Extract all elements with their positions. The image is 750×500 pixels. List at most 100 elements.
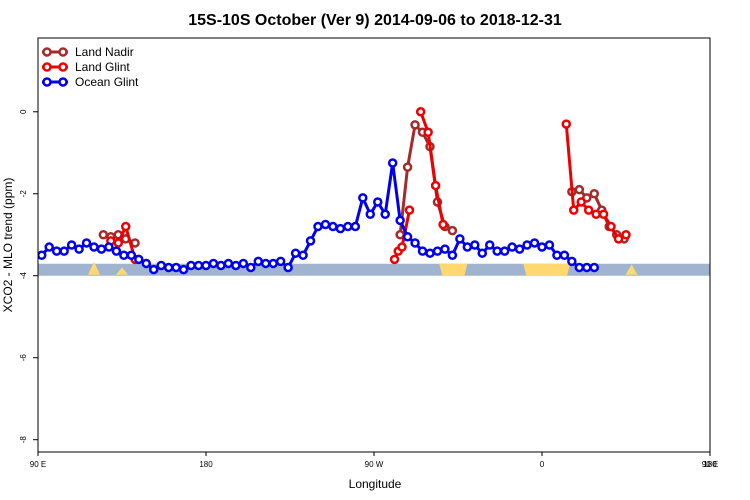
- data-point: [470, 240, 480, 250]
- data-point: [343, 221, 353, 232]
- data-point: [51, 246, 62, 256]
- data-point: [561, 119, 572, 129]
- y-axis: 0 -2 -4 -6 -8: [19, 109, 38, 443]
- data-point: [417, 246, 428, 256]
- legend-marker: [42, 62, 52, 72]
- data-point: [621, 230, 631, 240]
- data-point: [216, 260, 226, 271]
- x-tick-label: 0: [540, 460, 545, 469]
- data-point: [113, 238, 124, 248]
- data-point: [44, 242, 54, 252]
- data-point: [576, 197, 586, 207]
- x-tick-label: 180: [703, 460, 717, 469]
- x-tick-label: 180: [199, 460, 213, 469]
- legend-item: Land Nadir: [42, 45, 134, 59]
- data-point: [389, 254, 400, 265]
- data-point: [567, 256, 577, 267]
- ocean-strip: [38, 263, 710, 276]
- y-tick-label: -4: [19, 272, 28, 280]
- data-point: [320, 219, 331, 230]
- data-point: [186, 260, 196, 271]
- data-point: [74, 244, 84, 254]
- legend-marker: [42, 77, 52, 87]
- data-point: [89, 242, 99, 252]
- data-point: [537, 242, 547, 252]
- data-point: [238, 258, 249, 269]
- data-point: [253, 256, 264, 267]
- data-point: [38, 250, 47, 260]
- legend-label: Ocean Glint: [75, 75, 139, 89]
- data-point: [613, 234, 624, 244]
- data-point: [81, 238, 92, 248]
- data-point: [395, 215, 405, 226]
- data-point: [591, 209, 601, 220]
- y-tick-label: -2: [19, 190, 28, 198]
- data-point: [574, 184, 585, 195]
- legend-marker: [42, 47, 52, 57]
- data-point: [328, 221, 338, 232]
- x-axis-label: Longitude: [349, 477, 402, 491]
- land-strip: [523, 263, 570, 276]
- data-point: [96, 244, 107, 254]
- data-point: [111, 246, 122, 256]
- data-point: [156, 260, 166, 271]
- data-point: [283, 262, 293, 273]
- data-point: [404, 205, 415, 215]
- data-point: [372, 197, 383, 207]
- data-point: [507, 242, 517, 252]
- data-point: [432, 246, 443, 256]
- series-land-glint: [106, 107, 631, 265]
- data-point: [126, 250, 137, 260]
- data-point: [568, 205, 579, 215]
- data-point: [246, 262, 256, 273]
- plot-area: [38, 107, 710, 276]
- data-point: [313, 221, 323, 232]
- data-point: [544, 240, 555, 250]
- data-point: [477, 248, 488, 258]
- data-point: [120, 221, 131, 232]
- data-point: [335, 223, 346, 234]
- data-point: [104, 242, 114, 252]
- chart-title: 15S-10S October (Ver 9) 2014-09-06 to 20…: [188, 12, 562, 29]
- data-point: [440, 244, 450, 254]
- data-point: [201, 260, 211, 271]
- data-point: [598, 209, 609, 220]
- data-point: [59, 246, 69, 256]
- data-point: [514, 244, 525, 254]
- legend-item: Land Glint: [42, 60, 130, 74]
- data-point: [415, 107, 426, 117]
- data-point: [522, 240, 532, 250]
- data-point: [119, 250, 129, 260]
- x-tick-label: 90 W: [365, 460, 384, 469]
- data-point: [148, 264, 159, 275]
- data-point: [397, 242, 407, 252]
- data-point: [134, 254, 144, 265]
- data-point: [492, 246, 502, 256]
- data-point: [298, 250, 308, 260]
- data-point: [430, 180, 441, 191]
- y-tick-label: -6: [19, 354, 28, 362]
- data-point: [552, 250, 562, 260]
- data-point: [387, 158, 398, 168]
- data-point: [208, 258, 219, 269]
- data-point: [402, 162, 413, 172]
- data-point: [410, 238, 420, 248]
- data-point: [260, 258, 271, 269]
- data-point: [574, 262, 585, 273]
- data-point: [462, 242, 473, 252]
- data-point: [582, 262, 592, 273]
- series-land-nadir: [98, 120, 629, 248]
- data-point: [583, 205, 594, 215]
- legend-item: Ocean Glint: [42, 75, 139, 89]
- data-point: [358, 193, 368, 203]
- data-point: [305, 236, 316, 246]
- data-point: [589, 262, 600, 273]
- data-point: [193, 260, 204, 271]
- legend-label: Land Glint: [75, 60, 130, 74]
- series-ocean-glint: [38, 158, 600, 275]
- data-point: [178, 264, 189, 275]
- data-point: [98, 230, 109, 240]
